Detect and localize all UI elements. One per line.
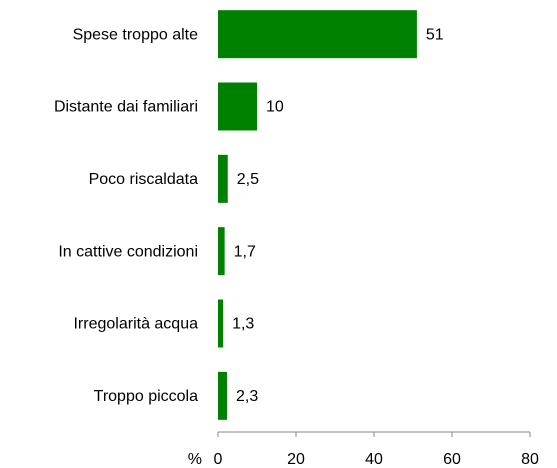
y-tick-label: Spese troppo alte — [73, 26, 199, 43]
bar — [218, 154, 228, 203]
x-axis-label: % — [188, 451, 202, 468]
x-tick-label: 60 — [443, 451, 461, 468]
y-tick-label: Irregolarità acqua — [73, 316, 198, 333]
value-label: 2,5 — [237, 171, 259, 188]
value-label: 1,3 — [232, 316, 254, 333]
value-label: 1,7 — [234, 243, 256, 260]
y-tick-label: In cattive condizioni — [58, 243, 198, 260]
bar — [218, 10, 417, 59]
value-label: 10 — [266, 99, 284, 116]
x-tick-label: 80 — [521, 451, 539, 468]
bar — [218, 371, 227, 420]
x-tick-label: 40 — [365, 451, 383, 468]
bar — [218, 227, 225, 276]
x-tick-label: 0 — [214, 451, 223, 468]
bar — [218, 82, 257, 131]
y-tick-label: Troppo piccola — [94, 388, 198, 405]
x-tick-label: 20 — [287, 451, 305, 468]
y-tick-label: Distante dai familiari — [54, 99, 198, 116]
value-label: 51 — [426, 26, 444, 43]
value-label: 2,3 — [236, 388, 258, 405]
bar — [218, 299, 224, 348]
y-tick-label: Poco riscaldata — [89, 171, 198, 188]
